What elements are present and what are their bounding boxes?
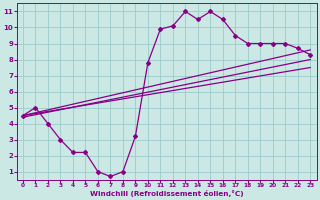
X-axis label: Windchill (Refroidissement éolien,°C): Windchill (Refroidissement éolien,°C)	[90, 190, 244, 197]
